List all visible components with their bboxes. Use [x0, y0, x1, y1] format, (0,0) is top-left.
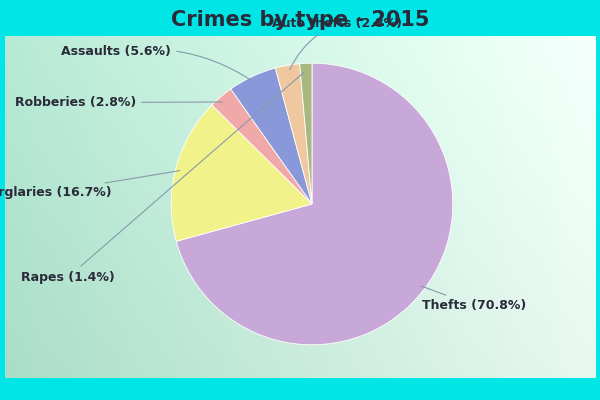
- Wedge shape: [176, 63, 453, 345]
- Text: Assaults (5.6%): Assaults (5.6%): [61, 46, 253, 81]
- Wedge shape: [275, 64, 312, 204]
- Text: Crimes by type - 2015: Crimes by type - 2015: [171, 10, 429, 30]
- Text: Rapes (1.4%): Rapes (1.4%): [21, 72, 304, 284]
- Wedge shape: [212, 89, 312, 204]
- Text: Auto thefts (2.8%): Auto thefts (2.8%): [272, 17, 403, 70]
- Text: Thefts (70.8%): Thefts (70.8%): [421, 286, 526, 312]
- Wedge shape: [299, 63, 312, 204]
- Wedge shape: [171, 105, 312, 241]
- Text: Burglaries (16.7%): Burglaries (16.7%): [0, 171, 180, 199]
- Wedge shape: [231, 68, 312, 204]
- Text: Robberies (2.8%): Robberies (2.8%): [15, 96, 223, 109]
